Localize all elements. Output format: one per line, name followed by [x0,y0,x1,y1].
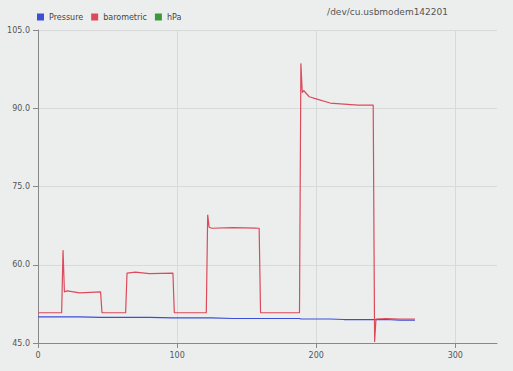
svg-text:/dev/cu.usbmodem142201: /dev/cu.usbmodem142201 [327,7,448,17]
svg-text:0: 0 [35,351,40,360]
svg-text:100: 100 [169,351,184,360]
svg-text:75.0: 75.0 [12,182,30,191]
svg-text:105.0: 105.0 [7,26,30,35]
svg-text:200: 200 [309,351,324,360]
svg-text:Pressure: Pressure [49,13,83,22]
svg-text:hPa: hPa [167,13,182,22]
svg-text:60.0: 60.0 [12,260,30,269]
svg-text:300: 300 [448,351,463,360]
svg-text:45.0: 45.0 [12,339,30,348]
svg-text:90.0: 90.0 [12,104,30,113]
svg-text:barometric: barometric [103,13,147,22]
